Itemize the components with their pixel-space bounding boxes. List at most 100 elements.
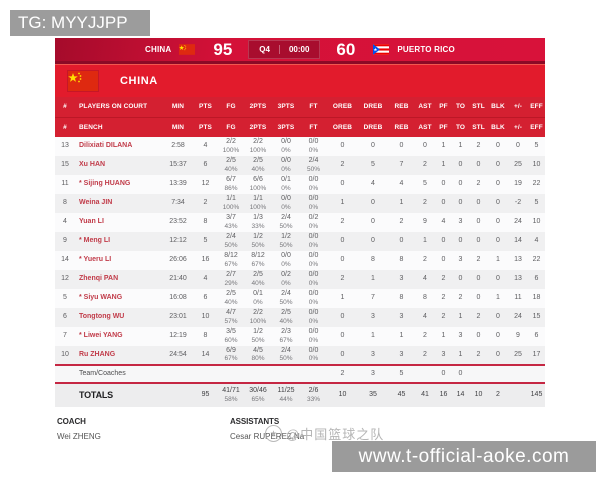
player-row-min: 24:54 [163,346,193,365]
totals-row-name: TOTALS [75,383,163,407]
cell-percent: 0% [308,260,319,268]
cell-value: 0 [458,237,463,245]
player-row-pts: 10 [193,308,218,327]
totals-row-blk: 2 [488,383,508,407]
cell-value: 13 [61,142,69,150]
cell-value: 0 [371,142,375,150]
scoreboard-clock: 00:00 [288,45,310,54]
cell-percent: 0% [308,203,319,211]
player-row-p2: 2/5 40% [244,270,272,289]
team-name: CHINA [120,75,158,87]
cell-value: 0 [496,218,500,226]
cell-value: 4 [534,237,539,245]
cell-value: 2 [441,294,446,302]
cell-value: 2 [203,199,208,207]
player-row-fg: 3/7 43% [218,213,244,232]
player-row: 5 * Siyu WANG 16:08 6 2/5 40% 0/1 0% 2/4 50% 0/0 0%… [55,289,545,308]
player-row-p2: 6/6 100% [244,175,272,194]
cell-value: 30/46 [249,387,267,395]
totals-row-no [55,383,75,407]
cell-value: 2 [476,313,481,321]
totals-row-pts: 95 [193,383,218,407]
cell-value: 12 [61,275,69,283]
cell-percent: 67% [251,260,265,268]
cell-value: 24 [514,313,522,321]
cell-value: 12:12 [169,237,187,245]
cell-value: 2 [423,256,427,264]
cell-value: 5 [534,199,539,207]
player-row-pf: 2 [435,289,452,308]
col-header: PTS [199,103,212,111]
player-row-p3: 2/3 67% [272,327,300,346]
cell-value: 4 [423,313,427,321]
scoreboard-home-name: CHINA [145,45,172,54]
player-row-p2: 2/2 100% [244,308,272,327]
cell-value: 0/0 [281,195,291,203]
player-row-min: 2:58 [163,137,193,156]
player-row-oreb: 2 [327,156,358,175]
cell-value: 25 [514,350,522,358]
player-row-min: 16:08 [163,289,193,308]
player-row: 7 * Liwei YANG 12:19 8 3/5 60% 1/2 50% 2/3 67% 0/0… [55,327,545,346]
player-row-oreb: 2 [327,270,358,289]
col-header: +/- [513,123,523,131]
cell-value: 1 [340,199,345,207]
cell-percent: 29% [224,279,238,287]
cell-percent: 0% [308,279,319,287]
cell-value: 0 [458,275,463,283]
cell-value: 0/2 [308,214,319,222]
cell-value: 2/7 [226,271,236,279]
player-row: 15 Xu HAN 15:37 6 2/5 40% 2/5 40% 0/0 0% 2/4 50% 2 5 7… [55,156,545,175]
cell-value: 3/5 [226,328,236,336]
table-body: 13 Dilixiati DILANA 2:58 4 2/2 100% 2/2 100% 0/0… [55,137,545,407]
player-row-dreb: 8 [358,251,388,270]
cell-value: 3 [458,218,463,226]
cell-value: 3 [399,350,404,358]
player-row-ft: 0/0 0% [300,270,327,289]
player-row-pts: 5 [193,232,218,251]
team-coaches-row-pts [193,365,218,383]
cell-value: 45 [397,391,406,399]
player-row-pts: 14 [193,346,218,365]
cell-value: 2/2 [226,138,236,146]
cell-percent: 0% [308,298,319,306]
player-row-ft: 0/0 0% [300,232,327,251]
cell-value: 0 [516,142,520,150]
cell-value: 0 [496,313,500,321]
cell-value: 0 [496,180,500,188]
player-row-pf: 1 [435,156,452,175]
cell-value: Dilixiati DILANA [79,142,133,150]
player-row-no: 12 [55,270,75,289]
col-header: DREB [363,123,383,131]
player-row-name: Zhenqi PAN [75,270,163,289]
player-row-no: 9 [55,232,75,251]
cell-value: 0/1 [281,176,291,184]
player-row-no: 14 [55,251,75,270]
player-row-min: 23:52 [163,213,193,232]
cell-value: 0/0 [308,346,319,354]
scoreboard: CHINA 95 Q4 00:00 60 [55,38,545,64]
cell-value: 10 [201,313,210,321]
team-coaches-row-reb: 5 [388,365,415,383]
player-row-dreb: 3 [358,308,388,327]
player-row: 14 * Yueru LI 26:06 16 8/12 67% 8/12 67% 0/0 0% 0/… [55,251,545,270]
cell-value: 10 [338,391,347,399]
cell-value: 7 [399,161,404,169]
cell-value: 0/0 [308,309,319,317]
player-row-to: 3 [452,213,469,232]
cell-value: 4/7 [226,309,236,317]
cell-value: 2 [423,332,427,340]
cell-value: 0 [340,256,345,264]
player-row-to: 0 [452,194,469,213]
cell-value: 7:34 [171,199,185,207]
cell-value: 3 [399,275,404,283]
totals-row: TOTALS 95 41/71 58% 30/46 65% 11/25 44% 2/6 33% 10… [55,383,545,407]
cell-value: 0 [476,275,481,283]
col-header: BLK [491,123,505,131]
cell-value: 0 [441,237,446,245]
player-row-no: 10 [55,346,75,365]
totals-row-ft: 2/6 33% [300,383,327,407]
player-row-name: Weina JIN [75,194,163,213]
player-row-blk: 0 [488,194,508,213]
cell-value: Yuan LI [79,218,104,226]
